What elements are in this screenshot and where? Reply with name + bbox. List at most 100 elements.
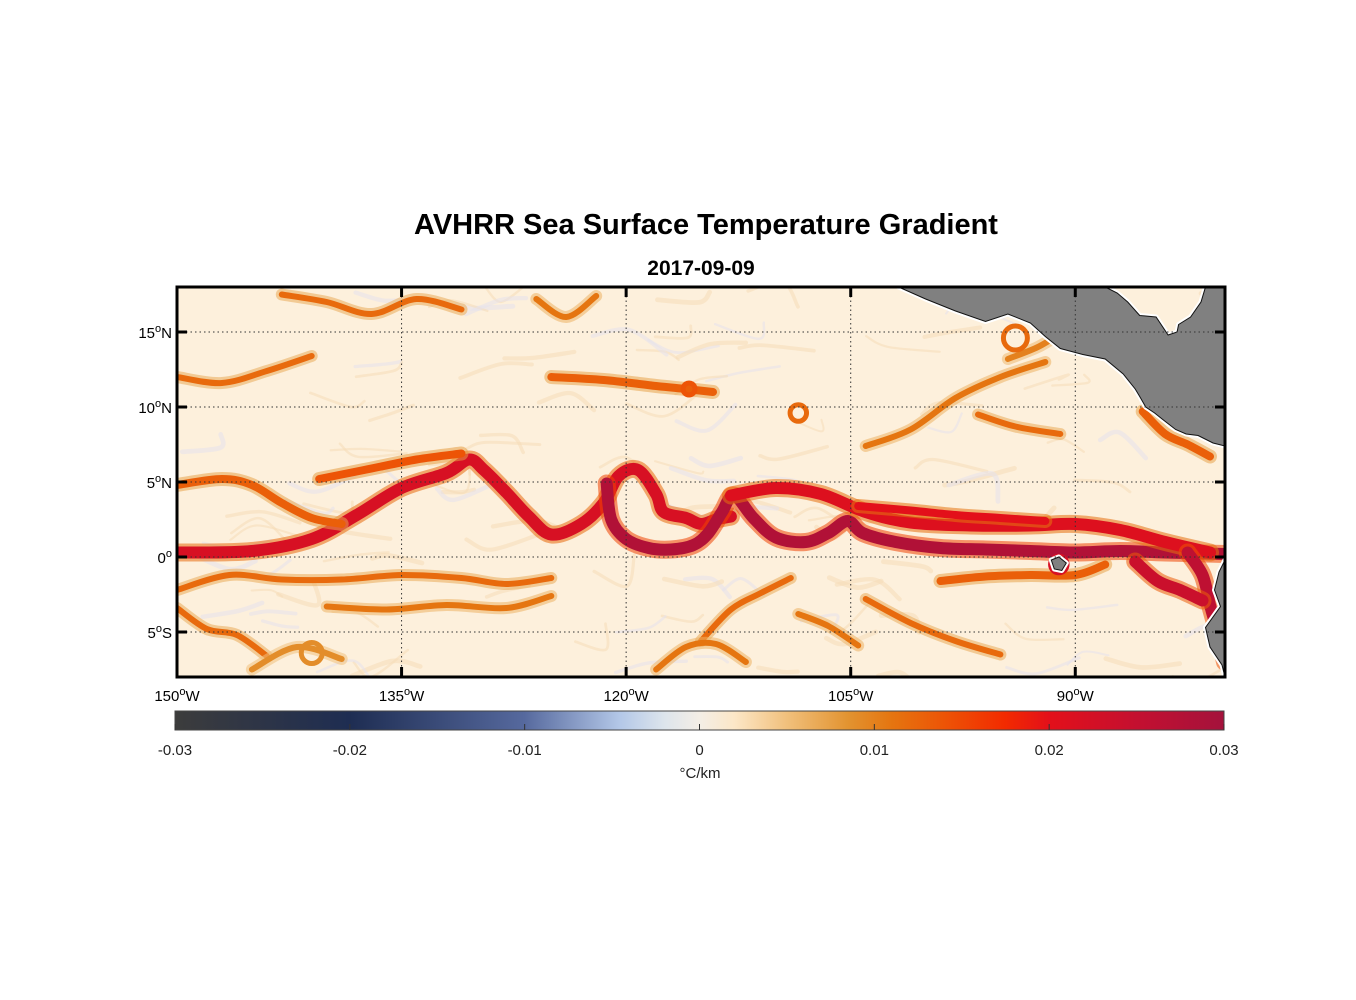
tick-label: 150oW: [154, 686, 200, 705]
texture-streak: [758, 444, 829, 462]
front-line: [323, 593, 555, 613]
texture-streak: [349, 658, 423, 677]
colorbar: -0.03 -0.02 -0.01 0 0.01 0.02 0.03 °C/km: [158, 710, 1239, 782]
texture-streak: [200, 600, 265, 620]
colorbar-tick-label: -0.02: [333, 742, 367, 759]
front-line: [248, 643, 345, 673]
front-line: [533, 293, 600, 320]
texture-streak: [675, 340, 749, 360]
colorbar-tick-label: -0.01: [508, 742, 542, 759]
texture-streak: [1023, 373, 1070, 390]
map-panel: 150oW 135oW 120oW 105oW 90oW 15oN 10oN 5oN 0o 5o…: [138, 285, 1227, 705]
texture-streak: [574, 622, 610, 652]
texture-streak: [276, 579, 322, 608]
texture-streak: [329, 447, 402, 453]
colorbar-ticks: -0.03 -0.02 -0.01 0 0.01 0.02 0.03: [158, 724, 1239, 759]
texture-streak: [922, 325, 983, 339]
front-line: [177, 571, 555, 593]
front-line: [177, 453, 737, 559]
map-content: [177, 287, 1225, 677]
texture-streak: [250, 588, 284, 598]
texture-streak: [1045, 603, 1119, 612]
figure-title: AVHRR Sea Surface Temperature Gradient: [414, 209, 998, 241]
texture-streak: [946, 471, 1001, 504]
colorbar-label: °C/km: [680, 765, 721, 782]
eddy-ring: [787, 402, 810, 424]
eddy-ring: [298, 640, 325, 666]
colorbar-tick-label: 0.03: [1209, 742, 1238, 759]
tick-label: 120oW: [603, 686, 649, 705]
eddy-ring: [680, 380, 698, 398]
front-line: [177, 353, 315, 387]
front-line: [936, 560, 1110, 585]
texture-streak: [536, 390, 597, 413]
texture-streak: [674, 402, 738, 433]
front-line: [600, 477, 1225, 560]
tick-label: 105oW: [828, 686, 874, 705]
texture-streak: [737, 343, 816, 353]
texture-streak: [668, 465, 737, 484]
coastline: [1050, 556, 1067, 572]
texture-streak: [502, 349, 577, 361]
texture-streak: [309, 391, 366, 409]
texture-streak: [464, 532, 540, 552]
texture-streak: [434, 480, 498, 503]
texture-streak: [248, 609, 298, 616]
texture-streak: [225, 509, 302, 525]
texture-streak: [458, 361, 534, 380]
texture-streak: [465, 440, 542, 451]
texture-streak: [756, 665, 800, 675]
texture-streak: [705, 365, 781, 383]
tick-label: 0o: [158, 548, 172, 567]
texture-streak: [864, 334, 941, 353]
front-line: [177, 605, 270, 659]
front-line: [653, 639, 749, 673]
texture-streak: [315, 659, 371, 677]
tick-label: 10oN: [138, 398, 172, 417]
texture-streak: [881, 559, 934, 574]
texture-streak: [353, 360, 403, 369]
texture-streak: [823, 629, 879, 647]
texture-streak: [661, 576, 725, 589]
texture-streak: [463, 295, 529, 317]
colorbar-tick-label: 0.01: [860, 742, 889, 759]
graticule: [177, 287, 1225, 677]
eddy-ring: [1000, 323, 1030, 353]
front-line: [795, 611, 862, 649]
tick-label: 5oS: [148, 623, 172, 642]
colorbar-tick-label: -0.03: [158, 742, 192, 759]
front-line: [278, 291, 465, 317]
front-line: [854, 502, 1050, 525]
texture-streak: [322, 551, 390, 563]
tick-label: 135oW: [379, 686, 425, 705]
front-line: [177, 475, 346, 528]
colorbar-tick-label: 0.02: [1035, 742, 1064, 759]
texture-streak: [625, 391, 702, 418]
texture-streak: [354, 361, 404, 379]
longitude-ticks: 150oW 135oW 120oW 105oW 90oW: [154, 287, 1095, 705]
texture-streak: [913, 457, 989, 474]
texture-streak: [654, 460, 705, 475]
texture-streak: [713, 321, 766, 341]
texture-streak: [1051, 373, 1091, 387]
front-line: [975, 411, 1064, 437]
colorbar-tick-label: 0: [695, 742, 703, 759]
texture-streak: [660, 613, 705, 624]
texture-streak: [693, 655, 730, 664]
front-line: [315, 449, 466, 483]
texture-streak: [875, 669, 911, 677]
gradient-fronts: [177, 288, 1225, 676]
texture-streak: [1103, 656, 1183, 670]
texture-streak: [478, 432, 525, 455]
tick-label: 15oN: [138, 323, 172, 342]
texture-streak: [613, 659, 688, 675]
texture-streak: [688, 455, 744, 469]
land: [896, 287, 1225, 677]
tick-label: 5oN: [147, 473, 172, 492]
texture-streak: [655, 289, 713, 306]
texture-streak: [1004, 622, 1065, 642]
texture-streak: [1097, 429, 1149, 461]
texture-streak: [179, 432, 226, 455]
front-line: [698, 575, 794, 644]
